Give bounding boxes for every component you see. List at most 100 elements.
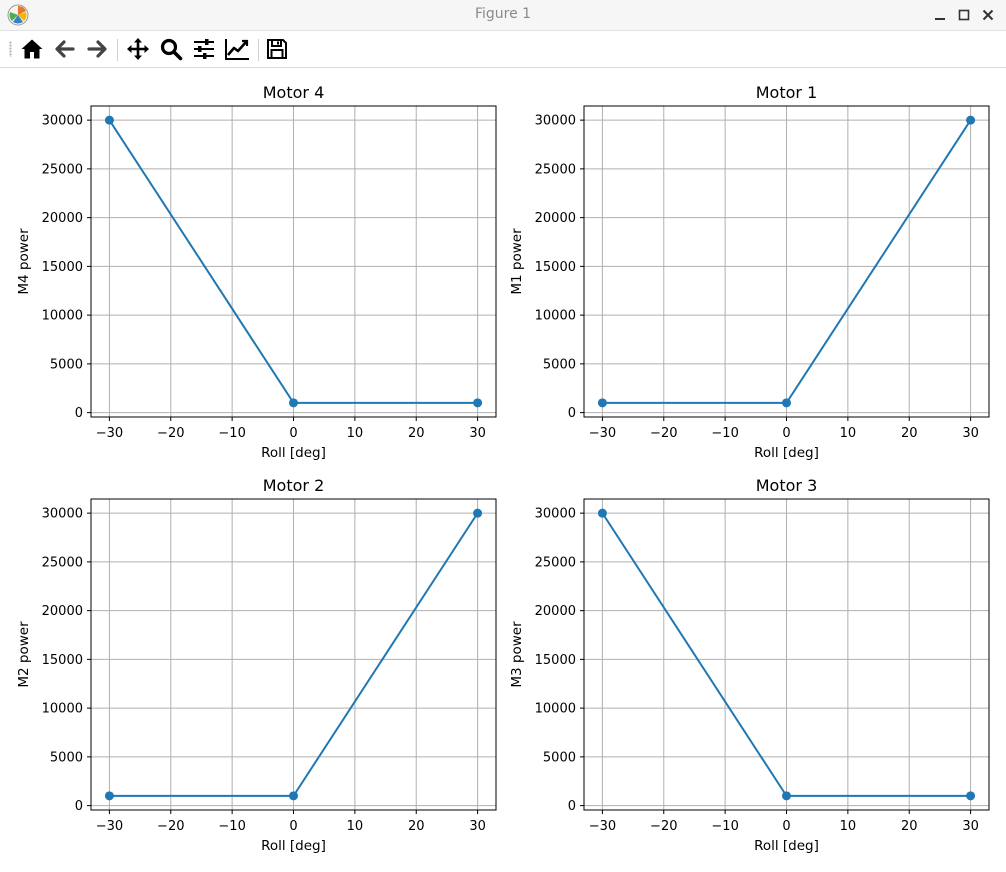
y-tick-label: 30000 [535,114,576,129]
y-tick-label: 15000 [535,653,576,668]
x-tick-label: −30 [96,819,123,834]
y-tick-label: 5000 [543,750,576,765]
configure-subplots-button[interactable] [190,35,218,63]
maximize-icon [958,9,970,21]
x-tick-label: 0 [782,426,790,441]
x-tick-label: 30 [962,426,979,441]
x-tick-label: −10 [218,426,245,441]
window-titlebar: Figure 1 [0,0,1006,31]
maximize-button[interactable] [954,5,974,25]
x-tick-label: 10 [840,426,857,441]
pan-button[interactable] [124,35,152,63]
x-axis-label: Roll [deg] [261,445,326,461]
x-tick-label: −10 [711,426,738,441]
x-tick-label: 20 [408,426,425,441]
navigation-toolbar [0,31,1006,68]
y-tick-label: 25000 [42,555,83,570]
x-tick-label: −20 [650,819,677,834]
minimize-button[interactable] [930,5,950,25]
x-tick-label: −30 [589,426,616,441]
x-tick-label: 20 [901,426,918,441]
x-tick-label: 30 [469,426,486,441]
back-button[interactable] [51,35,79,63]
x-tick-label: 20 [901,819,918,834]
x-axis-label: Roll [deg] [754,445,819,461]
y-tick-label: 25000 [535,555,576,570]
x-tick-label: −10 [218,819,245,834]
x-tick-label: 0 [289,819,297,834]
close-icon [982,9,994,21]
data-point [289,398,298,408]
y-tick-label: 0 [568,799,576,814]
y-tick-label: 15000 [42,260,83,275]
toolbar-separator [258,39,259,61]
x-tick-label: 20 [408,819,425,834]
zoom-button[interactable] [157,35,185,63]
x-tick-label: −30 [96,426,123,441]
x-tick-label: 0 [782,819,790,834]
data-point [289,791,298,801]
x-axis-label: Roll [deg] [754,838,819,854]
y-tick-label: 20000 [42,211,83,226]
window-title: Figure 1 [474,6,532,22]
x-tick-label: 10 [840,819,857,834]
move-icon [127,38,149,60]
y-tick-label: 0 [75,799,83,814]
sliders-icon [194,39,214,59]
forward-button[interactable] [83,35,111,63]
x-tick-label: −20 [157,426,184,441]
y-tick-label: 30000 [535,507,576,522]
subplot-motor-3: −30 −20 −10 0 10 20 30 0 5000 10000 15000 20000 2500… [509,476,990,854]
data-point [473,398,483,408]
y-axis-label: M2 power [16,621,32,688]
y-axis-label: M1 power [509,228,525,295]
data-point [104,115,114,125]
window-controls [930,5,998,25]
y-tick-label: 5000 [50,357,83,372]
x-tick-label: −30 [589,819,616,834]
y-tick-label: 0 [568,406,576,421]
x-tick-label: 10 [347,819,364,834]
y-tick-label: 30000 [42,507,83,522]
y-tick-label: 10000 [535,702,576,717]
x-tick-label: 0 [289,426,297,441]
close-button[interactable] [978,5,998,25]
line-chart-icon [225,39,249,60]
edit-axis-button[interactable] [223,35,251,63]
data-point [782,791,791,801]
x-tick-label: −20 [650,426,677,441]
y-tick-label: 15000 [42,653,83,668]
x-tick-label: −10 [711,819,738,834]
plot-title: Motor 2 [263,476,325,495]
y-tick-label: 20000 [535,211,576,226]
save-button[interactable] [263,35,291,63]
y-tick-label: 10000 [535,309,576,324]
data-point [782,398,791,408]
y-tick-label: 5000 [50,750,83,765]
toolbar-separator [117,39,118,61]
data-point [473,508,483,518]
home-button[interactable] [18,35,46,63]
toolbar-grip[interactable] [9,41,12,57]
data-point [597,508,607,518]
y-tick-label: 10000 [42,702,83,717]
y-tick-label: 10000 [42,309,83,324]
arrow-left-icon [55,40,75,58]
data-point [104,791,114,801]
magnifier-icon [160,38,183,61]
subplot-motor-1: −30 −20 −10 0 10 20 30 0 5000 10000 15000 20000 2500… [509,83,990,461]
y-tick-label: 0 [75,406,83,421]
data-point [966,791,976,801]
minimize-icon [935,18,945,20]
y-axis-label: M4 power [16,228,32,295]
subplot-motor-4: −30 −20 −10 0 10 20 30 0 5000 10000 15000 20000 2500… [16,83,497,461]
arrow-right-icon [87,40,107,58]
y-tick-label: 5000 [543,357,576,372]
subplot-motor-2: −30 −20 −10 0 10 20 30 0 5000 10000 15000 20000 2500… [16,476,497,854]
x-tick-label: 30 [962,819,979,834]
plot-title: Motor 4 [263,83,325,102]
figure-canvas[interactable]: −30 −20 −10 0 10 20 30 0 5000 10000 15000 20000 2500… [0,68,1006,872]
y-tick-label: 25000 [42,162,83,177]
y-tick-label: 20000 [535,604,576,619]
y-axis-label: M3 power [509,621,525,688]
